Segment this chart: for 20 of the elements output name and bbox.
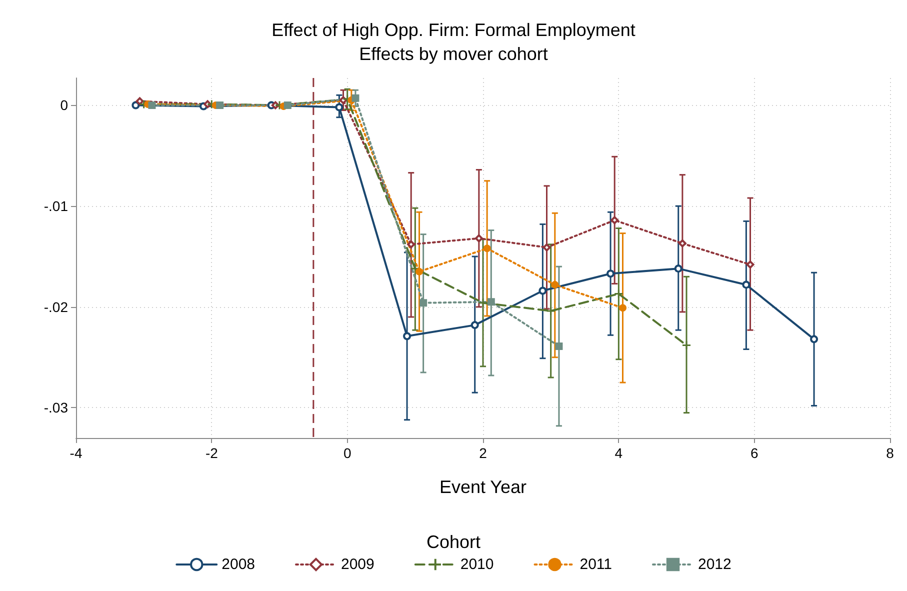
y-tick-label: 0 [60, 97, 68, 114]
y-tick-label: -.02 [44, 298, 68, 315]
x-axis-title: Event Year [439, 477, 527, 497]
chart-subtitle: Effects by mover cohort [359, 44, 548, 64]
legend-label: 2010 [460, 556, 494, 573]
legend-label: 2008 [222, 556, 256, 573]
legend-label: 2011 [580, 556, 612, 573]
x-tick-label: 4 [614, 445, 623, 461]
legend-title: Cohort [426, 532, 481, 552]
legend-label: 2009 [341, 556, 374, 573]
legend-label: 2012 [698, 556, 732, 573]
x-tick-label: 6 [750, 445, 758, 461]
y-tick-label: -.01 [44, 198, 68, 214]
x-tick-label: 2 [479, 445, 488, 461]
chart-title: Effect of High Opp. Firm: Formal Employment [272, 20, 636, 40]
x-tick-label: 0 [343, 445, 352, 461]
x-tick-label: -4 [70, 445, 82, 461]
y-tick-label: -.03 [44, 400, 68, 416]
x-tick-label: -2 [205, 445, 218, 461]
x-tick-label: 8 [886, 445, 894, 461]
